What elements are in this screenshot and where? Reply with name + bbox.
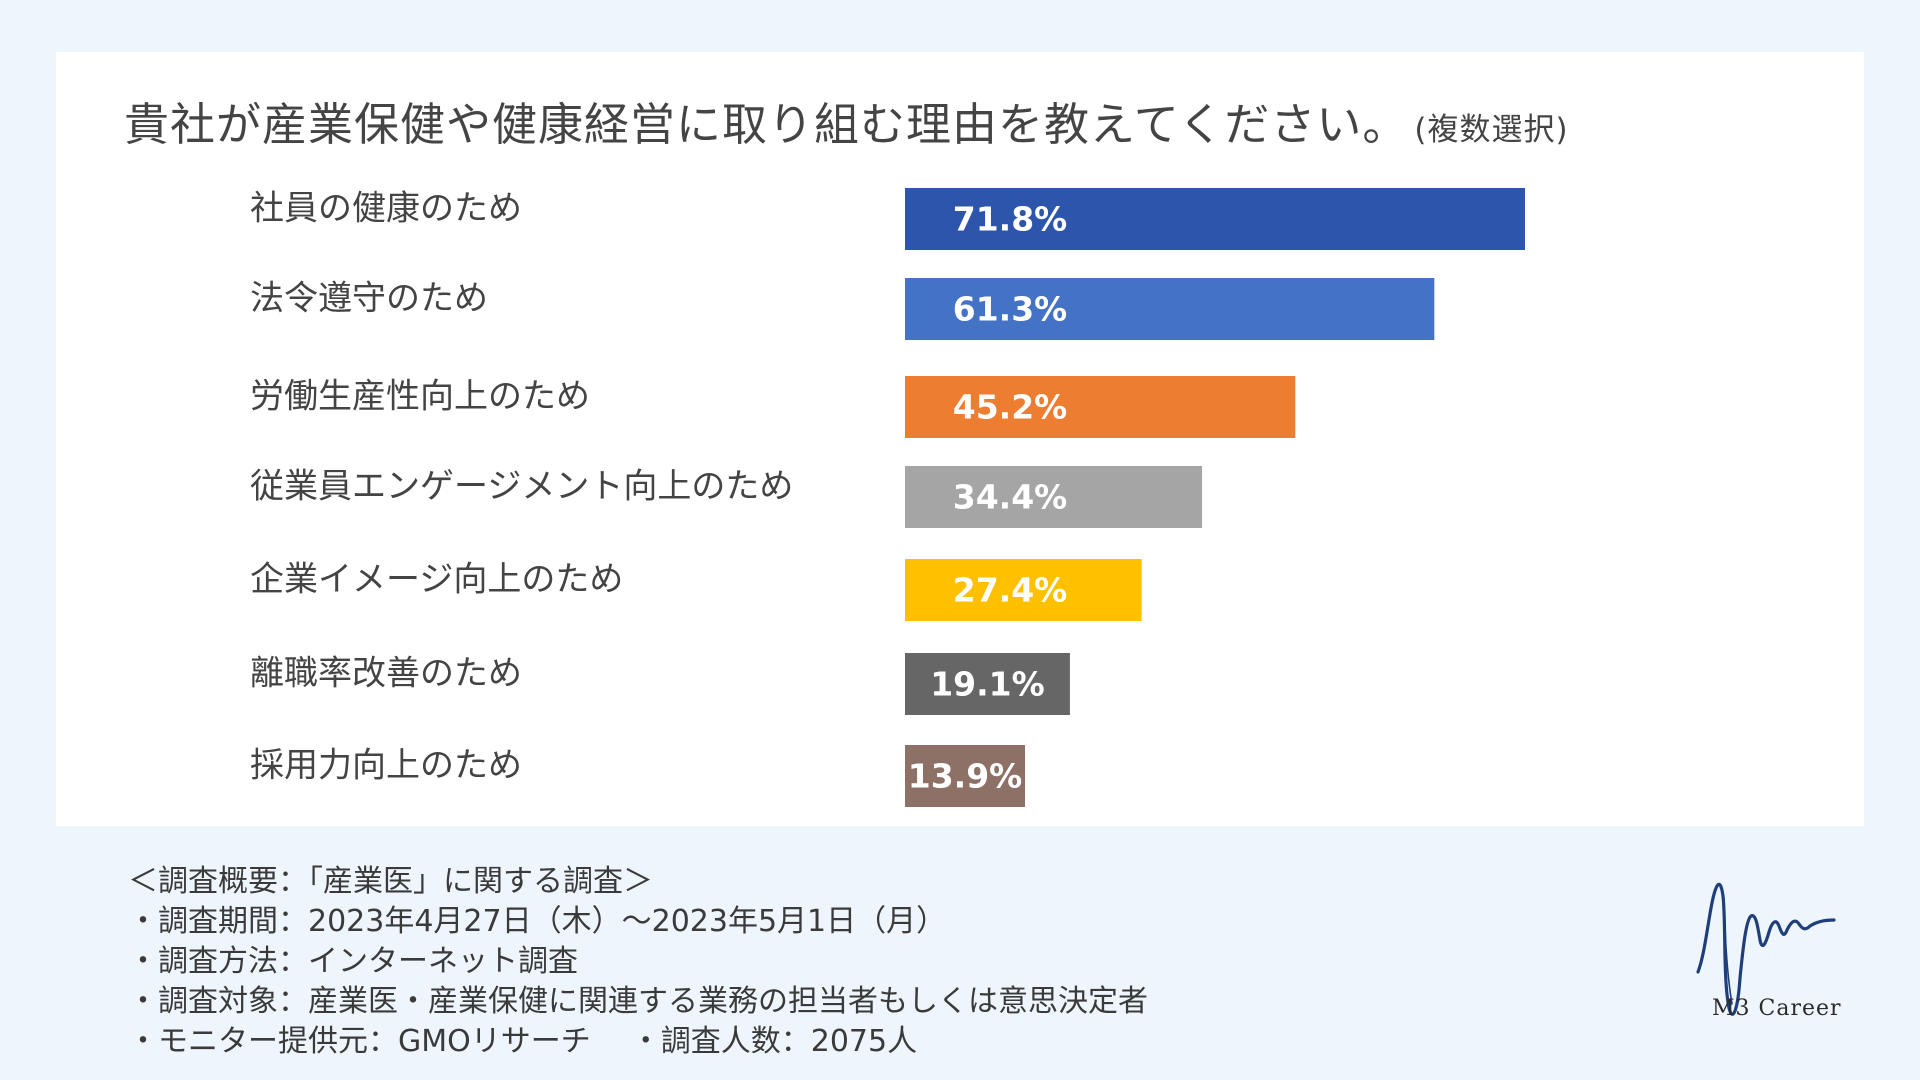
data-label: 34.4% xyxy=(953,478,1068,517)
survey-notes-count: ・調査人数：2075人 xyxy=(630,1024,918,1059)
chart-title: 貴社が産業保健や健康経営に取り組む理由を教えてください。 (複数選択) xyxy=(124,88,1569,153)
chart-title-main: 貴社が産業保健や健康経営に取り組む理由を教えてください。 xyxy=(124,98,1409,151)
data-label: 71.8% xyxy=(953,200,1068,239)
category-label: 企業イメージ向上のため xyxy=(250,560,623,600)
wave-signature-icon xyxy=(1696,882,1836,1016)
chart-title-note: (複数選択) xyxy=(1414,112,1569,148)
bar xyxy=(905,653,1070,715)
survey-notes-provider-line: ・モニター提供元：GMOリサーチ ・調査人数：2075人 xyxy=(128,1022,1148,1062)
category-label: 離職率改善のため xyxy=(250,654,522,694)
data-label: 61.3% xyxy=(953,290,1068,329)
survey-notes-provider: ・モニター提供元：GMOリサーチ xyxy=(128,1024,591,1059)
category-label: 労働生産性向上のため xyxy=(250,377,590,417)
survey-notes-period: ・調査期間：2023年4月27日（木）～2023年5月1日（月） xyxy=(128,904,947,939)
survey-notes: ＜調査概要：「産業医」に関する調査＞ ・調査期間：2023年4月27日（木）～2… xyxy=(128,862,1148,1062)
bar xyxy=(905,559,1142,621)
data-label: 45.2% xyxy=(953,388,1068,427)
category-label: 法令遵守のため xyxy=(250,279,488,319)
bar xyxy=(905,278,1435,340)
bar xyxy=(905,188,1525,250)
category-label: 社員の健康のため xyxy=(250,189,522,229)
bar xyxy=(905,376,1296,438)
data-label: 19.1% xyxy=(930,665,1045,704)
data-label: 13.9% xyxy=(908,757,1023,796)
category-label: 従業員エンゲージメント向上のため xyxy=(250,467,793,507)
bar xyxy=(905,466,1203,528)
survey-notes-method: ・調査方法：インターネット調査 xyxy=(128,944,578,979)
survey-notes-header: ＜調査概要：「産業医」に関する調査＞ xyxy=(128,864,653,899)
data-label: 27.4% xyxy=(953,571,1068,610)
logo-text: M3 Career xyxy=(1712,996,1842,1021)
category-label: 採用力向上のため xyxy=(250,746,522,786)
bar xyxy=(905,745,1026,807)
survey-notes-target: ・調査対象：産業医・産業保健に関連する業務の担当者もしくは意思決定者 xyxy=(128,984,1148,1019)
